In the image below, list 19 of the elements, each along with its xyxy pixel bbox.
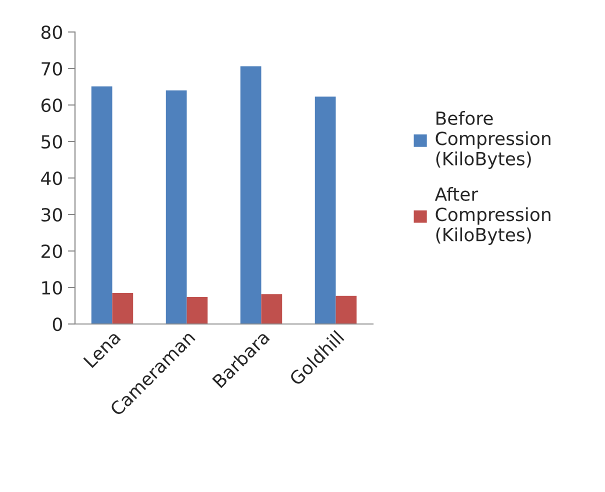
y-tick-label: 70 bbox=[42, 62, 62, 76]
bar bbox=[336, 296, 357, 324]
y-tick-label: 50 bbox=[42, 134, 62, 149]
y-tick-label: 20 bbox=[42, 244, 62, 258]
bar bbox=[186, 296, 208, 324]
bar bbox=[314, 96, 336, 324]
bar bbox=[112, 292, 134, 324]
y-tick-label: 40 bbox=[41, 171, 62, 186]
y-tick-label: 80 bbox=[41, 25, 62, 40]
y-tick-label: 30 bbox=[42, 208, 62, 222]
bar bbox=[261, 294, 282, 324]
y-tick-label: 0 bbox=[52, 317, 62, 332]
legend-label: Before Compression (KiloBytes) bbox=[436, 111, 550, 169]
y-tick-label: 60 bbox=[41, 98, 62, 112]
bar bbox=[91, 86, 112, 324]
bar bbox=[166, 90, 187, 324]
y-tick-label: 10 bbox=[42, 280, 62, 295]
legend-label: After Compression (KiloBytes) bbox=[434, 187, 550, 245]
bar bbox=[240, 66, 262, 324]
